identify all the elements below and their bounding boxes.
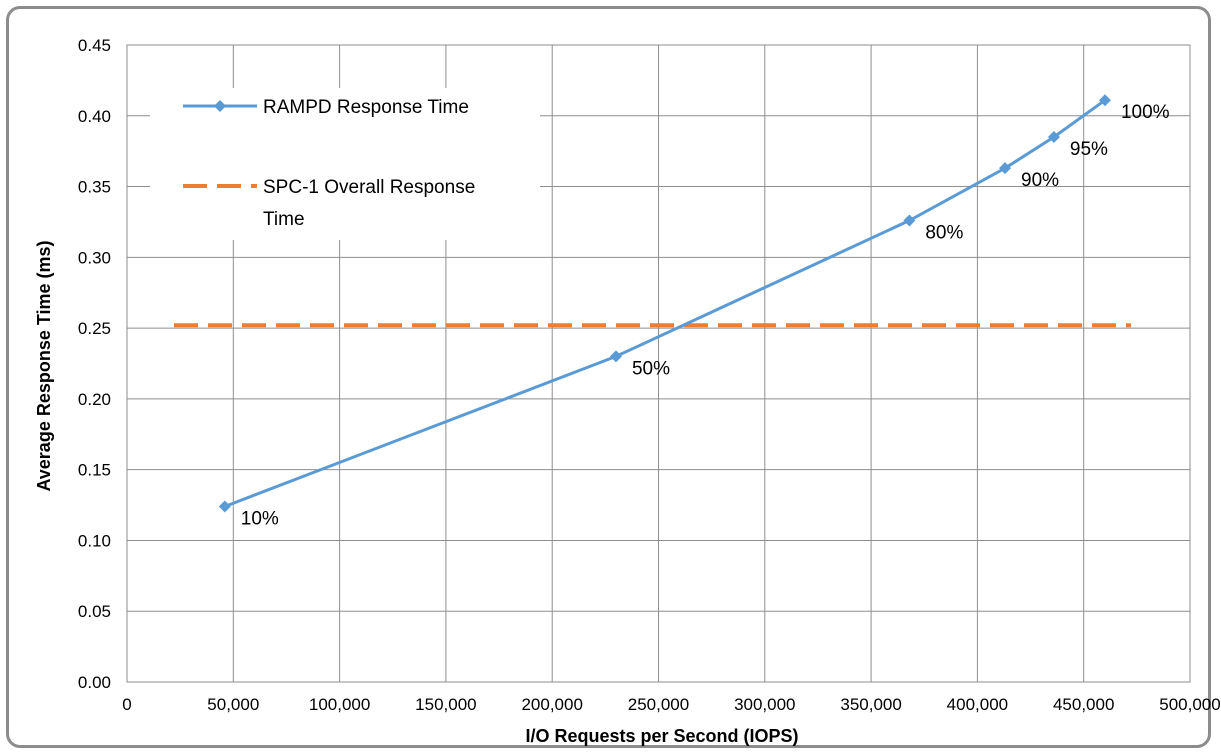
y-tick-label: 0.25 [78,319,111,338]
legend-background [150,88,540,240]
x-tick-label: 350,000 [840,695,901,714]
y-tick-label: 0.20 [78,390,111,409]
y-tick-label: 0.05 [78,602,111,621]
x-tick-label: 50,000 [207,695,259,714]
markers [218,94,1111,513]
data-label: 100% [1121,102,1170,123]
y-tick-label: 0.10 [78,531,111,550]
y-tick-label: 0.15 [78,461,111,480]
x-axis-title: I/O Requests per Second (IOPS) [525,726,798,746]
y-tick-label: 0.00 [78,673,111,692]
legend-spc1-label-line1: SPC-1 Overall Response [263,177,475,198]
x-tick-label: 250,000 [628,695,689,714]
x-tick-label: 300,000 [734,695,795,714]
rampd-response-line [224,98,1106,508]
data-labels: 10% 50% 80% 90% 95% 100% [241,102,1170,529]
data-label: 80% [925,223,963,244]
legend-spc1-label-line2: Time [263,209,305,230]
plot-border [126,44,1191,683]
data-point-marker [1047,131,1060,144]
x-tick-label: 200,000 [521,695,582,714]
x-tick-label: 100,000 [309,695,370,714]
y-tick-labels: 0.00 0.05 0.10 0.15 0.20 0.25 0.30 0.35 0.40 0.45 [78,36,111,692]
data-point-marker [999,162,1012,175]
data-point-marker [903,214,916,227]
x-tick-label: 450,000 [1053,695,1114,714]
series-line [224,98,1106,508]
y-tick-label: 0.40 [78,107,111,126]
data-label: 95% [1070,139,1108,160]
plot-area [126,44,1191,683]
data-label: 90% [1021,170,1059,191]
y-tick-label: 0.35 [78,178,111,197]
legend-rampd-label: RAMPD Response Time [263,97,469,118]
x-tick-label: 400,000 [947,695,1008,714]
x-tick-label: 150,000 [415,695,476,714]
data-point-marker [609,350,622,363]
data-label: 10% [241,508,279,529]
y-tick-label: 0.45 [78,36,111,55]
data-point-marker [1098,94,1111,107]
x-tick-label: 500,000 [1159,695,1220,714]
y-tick-label: 0.30 [78,248,111,267]
x-tick-labels: 0 50,000 100,000 150,000 200,000 250,000 300,0… [122,695,1220,714]
legend-rampd-marker [214,100,226,112]
y-axis-title: Average Response Time (ms) [34,240,54,491]
data-label: 50% [632,358,670,379]
legend: RAMPD Response Time SPC-1 Overall Respon… [150,88,540,240]
data-point-marker [218,500,231,513]
x-tick-label: 0 [122,695,131,714]
